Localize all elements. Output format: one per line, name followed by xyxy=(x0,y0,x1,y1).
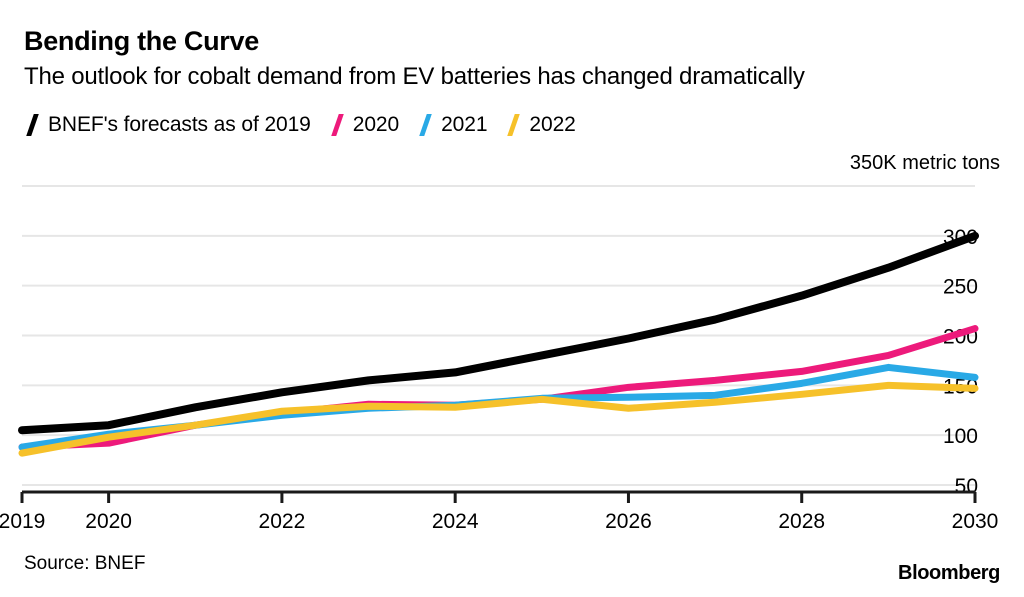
legend-item-label: 2022 xyxy=(529,113,576,136)
series-line-2020 xyxy=(18,325,979,451)
y-axis-tick-label: 150 xyxy=(943,375,978,398)
slash-swatch-icon xyxy=(329,114,346,136)
legend-item-label: 2020 xyxy=(352,113,400,136)
y-axis-tick-label: 300 xyxy=(943,226,978,249)
y-axis-tick-label: 100 xyxy=(943,425,978,448)
y-axis-tick-label: 250 xyxy=(943,276,978,299)
bloomberg-logo: Bloomberg xyxy=(898,562,1000,584)
y-axis-tick-label: 200 xyxy=(943,326,978,349)
series-line-2021 xyxy=(18,363,979,451)
chart-header: Bending the Curve The outlook for cobalt… xyxy=(24,26,1000,92)
legend-item: 2021 xyxy=(417,113,488,137)
series-line-bnef-s-forecasts-as-of-2019 xyxy=(18,231,979,435)
slash-swatch-icon xyxy=(417,114,434,136)
legend-item: 2022 xyxy=(505,113,576,137)
y-axis-tick-label: 50 xyxy=(955,475,978,498)
source-note: Source: BNEF xyxy=(24,553,146,574)
x-axis-tick-label: 2020 xyxy=(85,510,132,533)
legend-item: 2020 xyxy=(329,113,399,137)
x-axis-tick-label: 2024 xyxy=(432,510,479,533)
page-title: Bending the Curve xyxy=(24,26,259,56)
x-axis-tick-label: 2019 xyxy=(0,510,45,533)
page-subtitle: The outlook for cobalt demand from EV ba… xyxy=(24,63,805,91)
x-axis-tick-label: 2030 xyxy=(952,510,999,533)
series-line-2022 xyxy=(18,381,979,457)
x-axis-tick-label: 2022 xyxy=(259,510,306,533)
y-axis-units-label: 350K metric tons xyxy=(849,152,1000,174)
slash-swatch-icon xyxy=(505,114,522,136)
legend-item: BNEF's forecasts as of 2019 xyxy=(24,113,311,137)
x-axis-tick-label: 2026 xyxy=(605,510,652,533)
legend-item-label: 2021 xyxy=(441,113,488,136)
x-axis-tick-label: 2028 xyxy=(778,510,825,533)
chart-legend: BNEF's forecasts as of 2019 2020 2021 2022 xyxy=(24,113,594,137)
legend-item-label: BNEF's forecasts as of 2019 xyxy=(48,113,311,136)
slash-swatch-icon xyxy=(24,114,41,136)
